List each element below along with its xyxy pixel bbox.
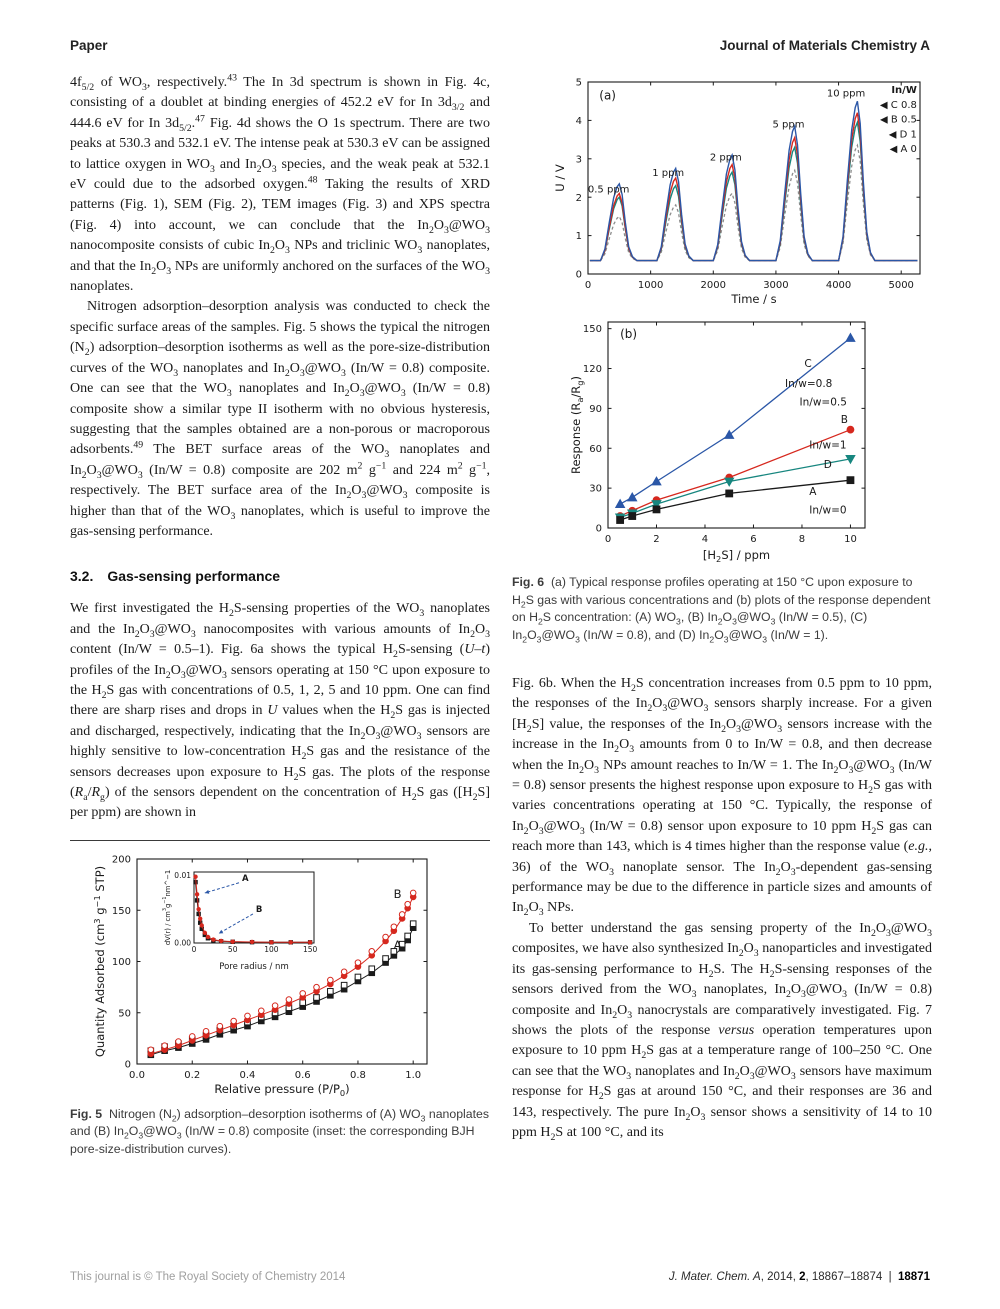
svg-text:Pore radius / nm: Pore radius / nm [219,962,288,972]
svg-text:1.0: 1.0 [405,1070,421,1081]
fig5-isotherm-chart: 0.0 0.2 0.4 0.6 0.8 1.0 0 50 100 150 200 Relative p… [92,854,428,1098]
section-heading: 3.2. Gas-sensing performance [70,568,490,584]
footer-copyright: This journal is © The Royal Society of C… [70,1271,346,1283]
fig5-caption: Fig. 5 Nitrogen (N2) adsorption–desorpti… [70,1106,490,1156]
svg-text:200: 200 [112,854,131,865]
svg-text:In/W: In/W [891,85,917,96]
header-section-label: Paper [70,38,108,53]
svg-text:50: 50 [228,945,238,954]
fig6b-response-concentration-chart: 0 2 4 6 8 10 0 30 60 90 120 150 [H2S] / ppm Response … [569,321,866,564]
svg-text:30: 30 [589,484,602,495]
svg-text:0.00: 0.00 [174,938,191,947]
svg-text:0.8: 0.8 [350,1070,366,1081]
footer-citation: J. Mater. Chem. A, 2014, 2, 18867–18874 … [668,1271,930,1283]
svg-text:8: 8 [799,534,805,545]
svg-text:0.01: 0.01 [174,871,191,880]
svg-text:100: 100 [264,945,279,954]
paragraph-temperature-study: To better understand the gas sensing pro… [512,920,933,1143]
svg-text:In/w=0.8: In/w=0.8 [785,378,832,390]
svg-text:3000: 3000 [763,280,788,291]
svg-text:0.6: 0.6 [295,1070,311,1081]
svg-text:0: 0 [585,280,591,291]
fig6a-response-profile-chart: 0 1000 2000 3000 4000 5000 0 1 2 3 4 5 Time / s U / V… [553,78,921,306]
svg-text:60: 60 [589,444,602,455]
svg-text:In/w=1: In/w=1 [809,439,846,451]
svg-text:150: 150 [303,945,318,954]
figure-5: 0.0 0.2 0.4 0.6 0.8 1.0 0 50 100 150 200 Relative p… [70,853,490,1159]
paragraph-xps: 4f5/2 of WO3, respectively.43 The In 3d … [70,72,490,295]
svg-text:A: A [809,486,817,498]
svg-text:2: 2 [653,534,659,545]
svg-text:0.0: 0.0 [129,1070,145,1081]
svg-text:[H2S] / ppm: [H2S] / ppm [703,548,770,564]
svg-text:D: D [824,459,832,471]
page-header: Paper Journal of Materials Chemistry A [70,38,930,53]
svg-text:3: 3 [576,154,582,165]
svg-text:(b): (b) [620,327,637,341]
paragraph-sensing: We first investigated the H2S-sensing pr… [70,601,490,821]
paragraph-fig6b-discussion: Fig. 6b. When the H2S concentration incr… [512,676,933,919]
section-title: Gas-sensing performance [107,568,281,585]
svg-text:10 ppm: 10 ppm [827,89,865,100]
svg-text:1: 1 [576,231,582,242]
svg-text:(a): (a) [599,88,616,102]
left-column: 4f5/2 of WO3, respectively.43 The In 3d … [70,73,490,1158]
svg-text:1000: 1000 [638,280,663,291]
svg-text:In/w=0: In/w=0 [809,504,846,516]
svg-text:2000: 2000 [701,280,726,291]
svg-text:0.4: 0.4 [240,1070,256,1081]
svg-text:U / V: U / V [553,164,567,192]
svg-text:B: B [394,887,402,901]
svg-text:0: 0 [596,524,602,535]
svg-text:0: 0 [605,534,611,545]
svg-text:◀ B 0.5: ◀ B 0.5 [880,115,917,126]
svg-text:C: C [804,358,811,370]
svg-text:◀ A 0: ◀ A 0 [890,144,917,155]
section-number: 3.2. [70,568,94,585]
svg-text:150: 150 [583,324,602,335]
svg-text:Response (Ra/Rg): Response (Ra/Rg) [569,376,585,474]
svg-text:dV(r) / cm3g−1nm^−1: dV(r) / cm3g−1nm^−1 [162,870,172,945]
svg-text:5 ppm: 5 ppm [772,119,804,130]
svg-text:0.5 ppm: 0.5 ppm [588,185,630,196]
svg-text:90: 90 [589,404,602,415]
svg-text:100: 100 [112,957,131,968]
header-journal-title: Journal of Materials Chemistry A [719,38,930,53]
svg-text:0.2: 0.2 [184,1070,200,1081]
svg-text:Quantity Adsorbed (cm3 g−1 STP: Quantity Adsorbed (cm3 g−1 STP) [92,866,107,1057]
svg-text:4: 4 [576,116,582,127]
svg-text:5000: 5000 [888,280,913,291]
svg-text:120: 120 [583,364,602,375]
svg-text:10: 10 [844,534,857,545]
svg-text:4000: 4000 [826,280,851,291]
svg-text:B: B [256,905,262,915]
svg-text:0: 0 [576,270,582,281]
svg-text:1 ppm: 1 ppm [652,168,684,179]
svg-text:50: 50 [118,1008,131,1019]
paragraph-bet: Nitrogen adsorption–desorption analysis … [70,299,491,539]
svg-text:B: B [841,414,848,426]
svg-text:◀ D 1: ◀ D 1 [889,129,917,140]
page-footer: This journal is © The Royal Society of C… [70,1271,930,1283]
figure-5-separator [70,839,490,841]
svg-text:150: 150 [112,906,131,917]
svg-text:Time / s: Time / s [730,292,776,306]
svg-text:6: 6 [750,534,756,545]
svg-text:In/w=0.5: In/w=0.5 [800,397,847,409]
svg-text:A: A [394,938,402,952]
svg-text:A: A [242,874,249,884]
svg-text:2 ppm: 2 ppm [710,153,742,164]
svg-text:0: 0 [125,1059,131,1070]
svg-text:◀ C 0.8: ◀ C 0.8 [880,100,917,111]
svg-text:2: 2 [576,193,582,204]
fig6-caption: Fig. 6 (a) Typical response profiles ope… [512,575,931,644]
svg-text:5: 5 [576,78,582,89]
svg-text:0: 0 [192,945,197,954]
svg-text:Relative pressure (P/P0): Relative pressure (P/P0) [214,1082,349,1098]
svg-text:4: 4 [702,534,708,545]
